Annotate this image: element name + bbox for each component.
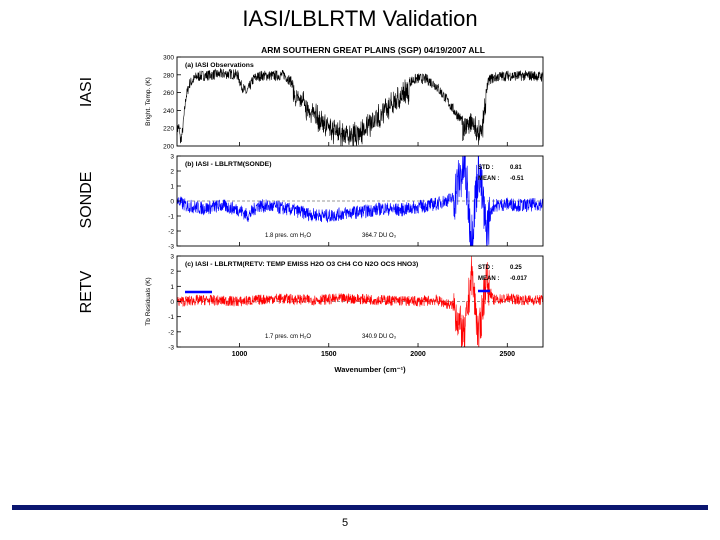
y-tick-label: 220: [163, 126, 174, 133]
x-axis-label: Wavenumber (cm⁻¹): [334, 365, 406, 374]
y-tick-label: 2: [170, 269, 174, 276]
x-tick-label: 1500: [321, 351, 337, 358]
x-tick-label: 2000: [410, 351, 426, 358]
panel-label-c: (c) IASI - LBLRTM(RETV: TEMP EMISS H2O O…: [185, 261, 418, 268]
page-number: 5: [341, 517, 349, 529]
panel-b: -3 -2 -1 0 1 2 3 (b) IASI - LBLRTM(SONDE) STD : 0…: [168, 154, 544, 251]
y-tick-label: 1: [170, 284, 174, 291]
panel-frame-a: [176, 56, 544, 147]
y-tick-label: -1: [168, 214, 174, 221]
figure-title: ARM SOUTHERN GREAT PLAINS (SGP) 04/19/20…: [261, 45, 485, 55]
side-label-iasi: IASI: [78, 76, 95, 108]
y-axis-label-a: Bright. Temp. (K): [145, 77, 152, 126]
annotation-h2o: 1.8 pres. cm H₂O: [265, 233, 311, 239]
y-tick-label: -3: [168, 345, 174, 352]
x-tick-label: 2500: [500, 351, 516, 358]
y-tick-label: 1: [170, 184, 174, 191]
y-tick-label: 0: [170, 299, 174, 306]
panel-label-a: (a) IASI Observations: [185, 62, 254, 69]
annotation-h2o: 1.7 pres. cm H₂O: [265, 334, 311, 340]
y-tick-label: 280: [163, 72, 174, 79]
footer-bar: [12, 505, 708, 510]
y-tick-label: -2: [168, 229, 174, 236]
panel-label-b: (b) IASI - LBLRTM(SONDE): [185, 161, 271, 168]
y-tick-label: 0: [170, 199, 174, 206]
series-trace-a: [176, 68, 544, 147]
std-value: 0.25: [510, 265, 522, 271]
std-label: STD :: [478, 265, 494, 271]
y-axis-label-c: Tb Residuals (K): [145, 277, 152, 325]
y-tick-label: 240: [163, 108, 174, 115]
side-label-sonde: SONDE: [78, 171, 95, 229]
y-tick-label: -1: [168, 314, 174, 321]
y-tick-label: 300: [163, 55, 174, 62]
y-tick-label: -3: [168, 244, 174, 251]
x-tick-label: 1000: [232, 351, 248, 358]
y-tick-label: -2: [168, 329, 174, 336]
validation-figure: ARM SOUTHERN GREAT PLAINS (SGP) 04/19/20…: [145, 45, 544, 374]
std-label: STD :: [478, 165, 494, 171]
y-tick-label: 260: [163, 90, 174, 97]
mean-value: -0.51: [510, 176, 524, 182]
annotation-o3: 340.9 DU O₃: [362, 334, 397, 340]
y-tick-label: 3: [170, 254, 174, 261]
mean-value: -0.017: [510, 276, 528, 282]
std-value: 0.81: [510, 165, 522, 171]
slide-title: IASI/LBLRTM Validation: [242, 6, 478, 31]
side-label-retv: RETV: [78, 270, 95, 314]
panel-c: -3 -2 -1 0 1 2 3 (c) IASI - LBLRTM(RETV: TEMP E…: [145, 254, 544, 352]
series-trace-b: [176, 155, 544, 247]
mean-label: MEAN :: [478, 276, 499, 282]
mean-label: MEAN :: [478, 176, 499, 182]
series-trace-c: [176, 255, 544, 348]
y-tick-label: 2: [170, 169, 174, 176]
y-tick-label: 200: [163, 144, 174, 151]
panel-a: 200 220 240 260 280 300 (a) IASI Observations B…: [145, 55, 544, 151]
y-tick-label: 3: [170, 154, 174, 161]
annotation-o3: 364.7 DU O₃: [362, 233, 397, 239]
